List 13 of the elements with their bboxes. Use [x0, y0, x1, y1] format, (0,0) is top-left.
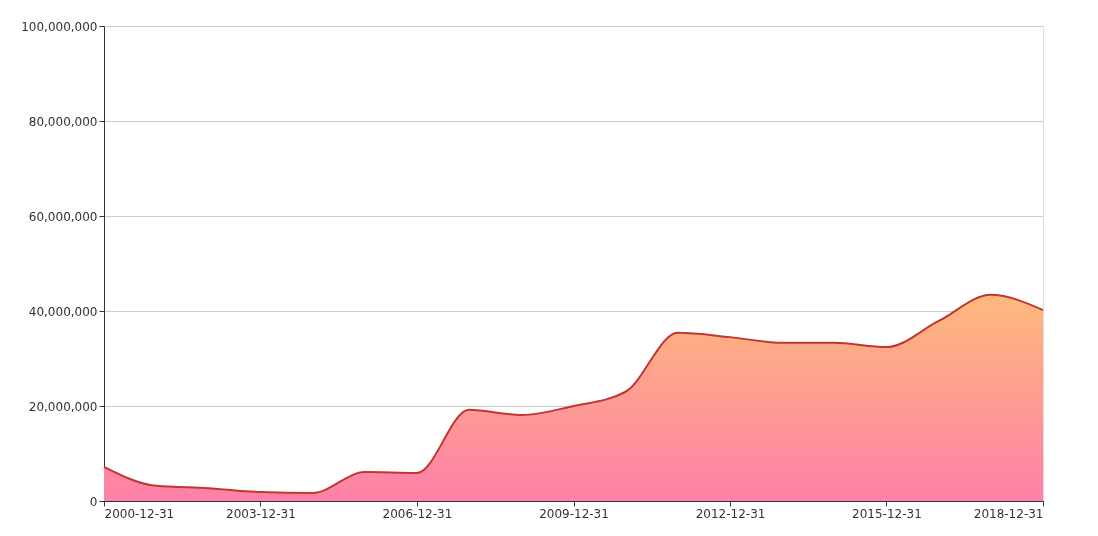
y-tick-label: 80,000,000 — [28, 114, 98, 129]
x-tick-label: 2000-12-31 — [104, 506, 175, 521]
x-tick-label: 2012-12-31 — [695, 506, 766, 521]
x-tick-label: 2003-12-31 — [226, 506, 296, 521]
y-tick-label: 100,000,000 — [21, 19, 98, 34]
y-tick-label: 40,000,000 — [28, 304, 98, 319]
x-tick-label: 2018-12-31 — [973, 506, 1044, 521]
x-tick-label: 2009-12-31 — [539, 506, 609, 521]
x-tick-label: 2015-12-31 — [852, 506, 922, 521]
y-tick-label: 20,000,000 — [28, 399, 98, 414]
x-tick-label: 2006-12-31 — [382, 506, 453, 521]
y-tick-label: 0 — [89, 494, 98, 509]
y-tick-label: 60,000,000 — [28, 209, 98, 224]
